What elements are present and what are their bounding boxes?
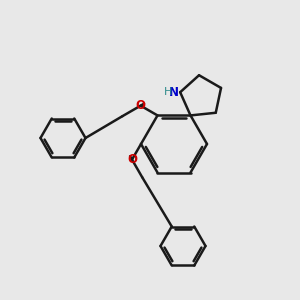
Text: N: N xyxy=(169,86,179,99)
Text: O: O xyxy=(127,153,137,166)
Text: H: H xyxy=(164,87,172,97)
Text: O: O xyxy=(136,99,146,112)
